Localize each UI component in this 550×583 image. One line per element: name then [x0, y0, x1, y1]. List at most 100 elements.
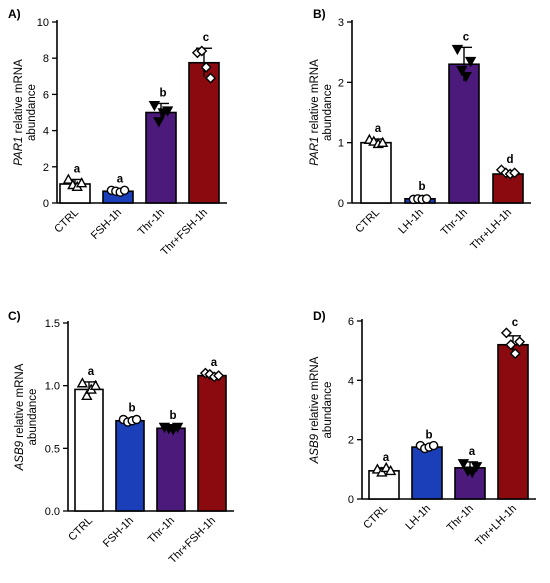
y-tick-label: 0.0: [45, 506, 60, 518]
significance-label: b: [418, 181, 425, 193]
x-tick-label: CTRL: [66, 515, 95, 544]
x-tick-label: LH-1h: [403, 503, 433, 533]
y-tick-label: 10: [37, 17, 49, 29]
chart-panel: A) PAR1 relative mRNA abundance 0 2 4 6 8 10 a CTR…: [8, 7, 227, 258]
y-tick-label: 2: [43, 162, 49, 174]
data-point: [119, 185, 130, 196]
panel-label: A): [8, 7, 21, 21]
x-tick-label: FSH-1h: [89, 207, 124, 242]
data-point: [456, 65, 468, 77]
significance-label: a: [117, 173, 124, 185]
x-tick-label: Thr-1h: [445, 503, 476, 534]
data-point: [464, 56, 477, 68]
bar: [74, 388, 104, 512]
y-tick-label: 0.5: [45, 443, 60, 455]
data-point: [500, 327, 512, 339]
y-tick-label: 2: [348, 435, 354, 447]
y-tick-label: 4: [348, 375, 354, 387]
significance-label: c: [203, 32, 210, 44]
y-axis-label-gene: PAR1: [309, 137, 321, 166]
bar: [411, 446, 443, 500]
y-axis-label-text: relative mRNA: [309, 356, 321, 434]
significance-label: a: [88, 366, 95, 378]
bar: [360, 141, 392, 204]
y-axis-label-line2: abundance: [27, 389, 39, 446]
data-point: [205, 72, 217, 84]
data-point: [451, 44, 464, 56]
data-point: [196, 45, 208, 57]
bar: [115, 419, 145, 512]
data-point: [509, 348, 521, 360]
significance-label: a: [74, 163, 81, 175]
data-point: [376, 136, 389, 147]
data-point: [76, 377, 89, 388]
data-point: [457, 459, 470, 470]
y-tick-label: 0: [43, 198, 49, 210]
y-tick-label: 2: [338, 77, 344, 89]
significance-label: c: [463, 31, 470, 43]
significance-label: b: [169, 410, 176, 422]
significance-label: a: [469, 446, 476, 458]
bar: [448, 63, 480, 204]
y-tick-label: 1.5: [45, 318, 60, 330]
data-point: [213, 370, 225, 382]
y-axis-label-text: relative mRNA: [13, 59, 25, 137]
y-tick-label: 0: [338, 198, 344, 210]
x-tick-label: Thr-1h: [146, 515, 177, 546]
data-point: [75, 177, 88, 188]
data-point: [384, 464, 397, 476]
x-tick-label: LH-1h: [396, 207, 426, 237]
data-point: [81, 389, 93, 400]
data-point: [505, 339, 517, 351]
data-point: [161, 106, 174, 117]
y-tick-label: 6: [348, 316, 354, 328]
y-axis-label-gene: ASB9: [14, 440, 26, 471]
chart-panel: B) PAR1 relative mRNA abundance 0 1 2 3 a CTRL b L…: [309, 7, 531, 253]
significance-label: a: [375, 123, 382, 135]
y-axis-label: PAR1 relative mRNA: [309, 59, 321, 166]
bar: [188, 61, 220, 204]
data-point: [428, 440, 439, 451]
x-tick-label: Thr-1h: [136, 207, 167, 238]
y-axis-label-text: relative mRNA: [309, 59, 321, 137]
significance-label: b: [159, 87, 166, 99]
x-tick-label: CTRL: [52, 207, 81, 236]
data-point: [131, 414, 142, 425]
x-tick-label: Thr-1h: [439, 207, 470, 238]
y-tick-label: 3: [338, 17, 344, 29]
x-tick-label: CTRL: [361, 503, 390, 532]
bar: [492, 173, 524, 204]
panel-label: C): [8, 309, 21, 323]
bar: [145, 111, 177, 204]
data-point: [200, 61, 212, 73]
y-axis-label: ASB9 relative mRNA: [14, 363, 26, 471]
y-axis-label-line2: abundance: [26, 84, 38, 141]
data-point: [421, 194, 432, 204]
y-axis-label-line2: abundance: [322, 84, 334, 141]
chart-panel: D) ASB9 relative mRNA abundance 0 2 4 6 a CTRL b L…: [309, 309, 536, 549]
x-tick-label: Thr+LH-1h: [473, 503, 519, 549]
y-tick-label: 1: [338, 138, 344, 150]
y-axis-label-text: relative mRNA: [14, 363, 26, 441]
y-axis-label: PAR1 relative mRNA: [13, 59, 25, 166]
y-tick-label: 0: [348, 494, 354, 506]
y-tick-label: 6: [43, 89, 49, 101]
y-tick-label: 1.0: [45, 381, 60, 393]
y-tick-label: 4: [43, 126, 49, 138]
significance-label: a: [211, 357, 218, 369]
data-point: [153, 117, 165, 128]
y-axis-label: ASB9 relative mRNA: [309, 356, 321, 464]
panel-label: B): [313, 7, 326, 21]
y-axis-label-gene: ASB9: [309, 433, 321, 464]
x-tick-label: Thr+LH-1h: [468, 207, 514, 253]
data-point: [171, 422, 184, 433]
data-point: [514, 336, 526, 348]
x-tick-label: CTRL: [353, 207, 382, 236]
significance-label: b: [128, 402, 135, 414]
bar: [197, 374, 227, 512]
bar: [497, 343, 529, 500]
data-point: [466, 468, 478, 479]
data-point: [62, 173, 75, 184]
data-point: [148, 100, 161, 112]
